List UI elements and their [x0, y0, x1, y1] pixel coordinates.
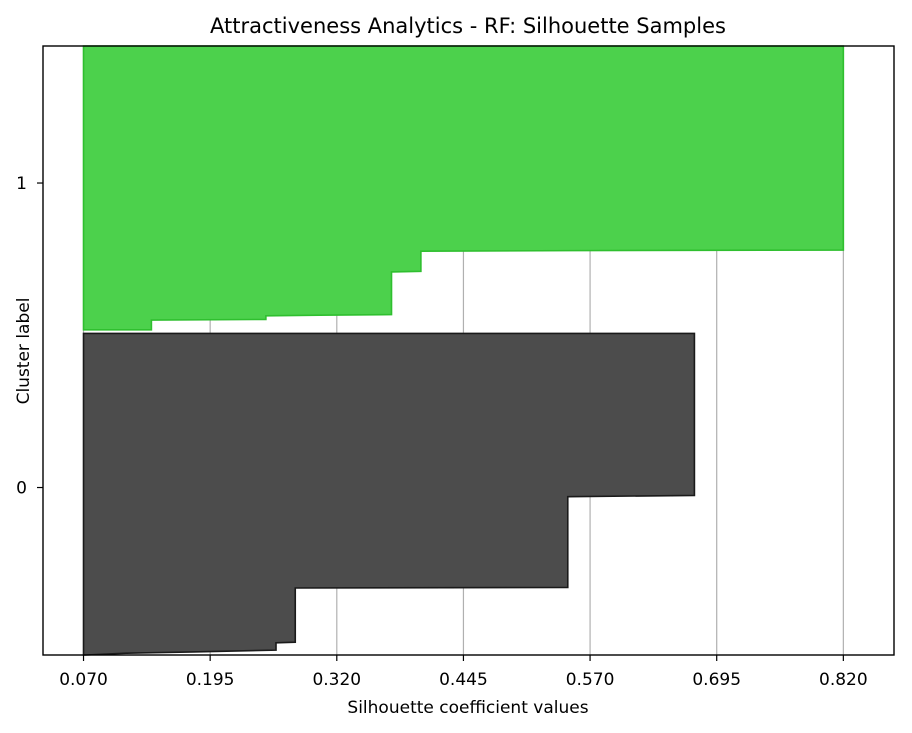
- y-axis-ticks: 01: [16, 174, 43, 499]
- x-tick-label-6: 0.820: [819, 670, 868, 690]
- y-axis-label: Cluster label: [14, 298, 34, 405]
- x-tick-label-1: 0.195: [186, 670, 235, 690]
- y-tick-label-1: 1: [16, 174, 27, 194]
- x-tick-label-2: 0.320: [312, 670, 361, 690]
- x-tick-label-5: 0.695: [692, 670, 741, 690]
- plot-frame: [42, 45, 895, 656]
- x-axis-label: Silhouette coefficient values: [347, 698, 588, 718]
- cluster-1-silhouette: [82, 45, 845, 331]
- x-tick-label-4: 0.570: [566, 670, 615, 690]
- cluster-0-silhouette: [82, 332, 696, 656]
- x-tick-label-0: 0.070: [59, 670, 108, 690]
- chart-title: Attractiveness Analytics - RF: Silhouett…: [210, 14, 726, 38]
- cluster-fills: [82, 45, 845, 656]
- x-tick-label-3: 0.445: [439, 670, 488, 690]
- plot-area: [42, 45, 895, 656]
- y-tick-label-0: 0: [16, 479, 27, 499]
- x-axis-ticks: 0.070 0.195 0.320 0.445 0.570 0.695 0.820: [59, 655, 868, 690]
